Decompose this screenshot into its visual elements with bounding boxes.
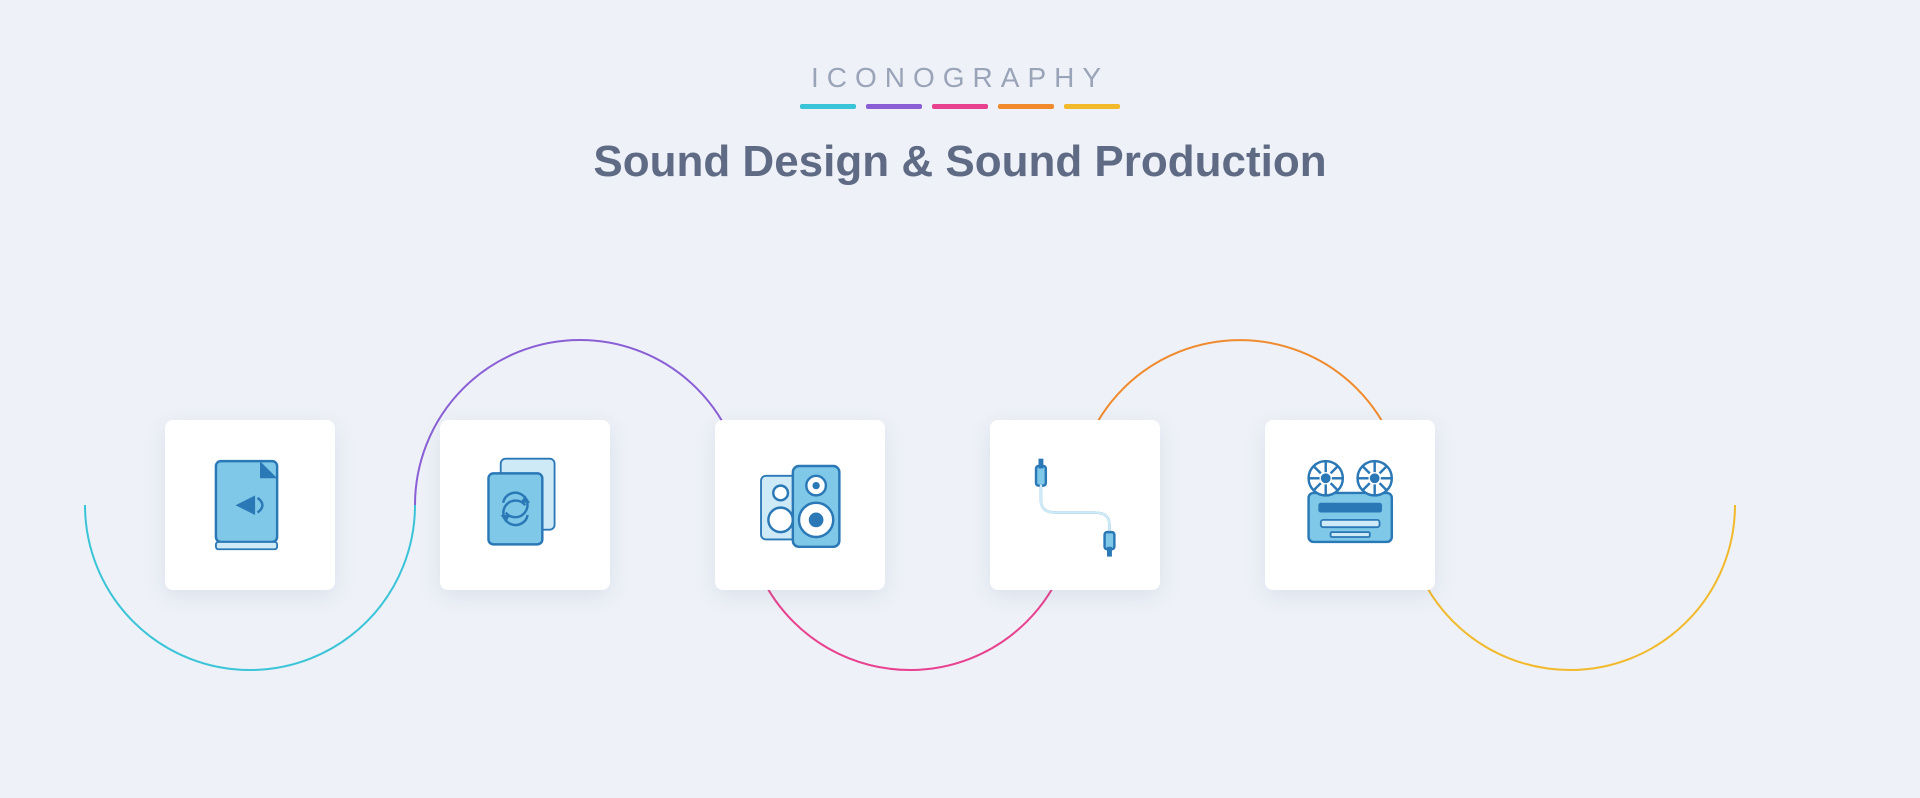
brand-text: ICONOGRAPHY <box>0 62 1920 94</box>
convert-file-icon <box>464 444 586 566</box>
icon-card <box>1265 420 1435 590</box>
brand-underline <box>0 104 1920 109</box>
icon-card <box>165 420 335 590</box>
underline-segment <box>866 104 922 109</box>
underline-segment <box>932 104 988 109</box>
audio-cable-icon <box>1014 444 1136 566</box>
underline-segment <box>998 104 1054 109</box>
icon-card <box>440 420 610 590</box>
speakers-icon <box>739 444 861 566</box>
pack-title: Sound Design & Sound Production <box>0 137 1920 187</box>
header: ICONOGRAPHY Sound Design & Sound Product… <box>0 62 1920 187</box>
reel-tape-icon <box>1289 444 1411 566</box>
audio-file-icon <box>189 444 311 566</box>
underline-segment <box>1064 104 1120 109</box>
icon-card <box>990 420 1160 590</box>
underline-segment <box>800 104 856 109</box>
icon-card <box>715 420 885 590</box>
